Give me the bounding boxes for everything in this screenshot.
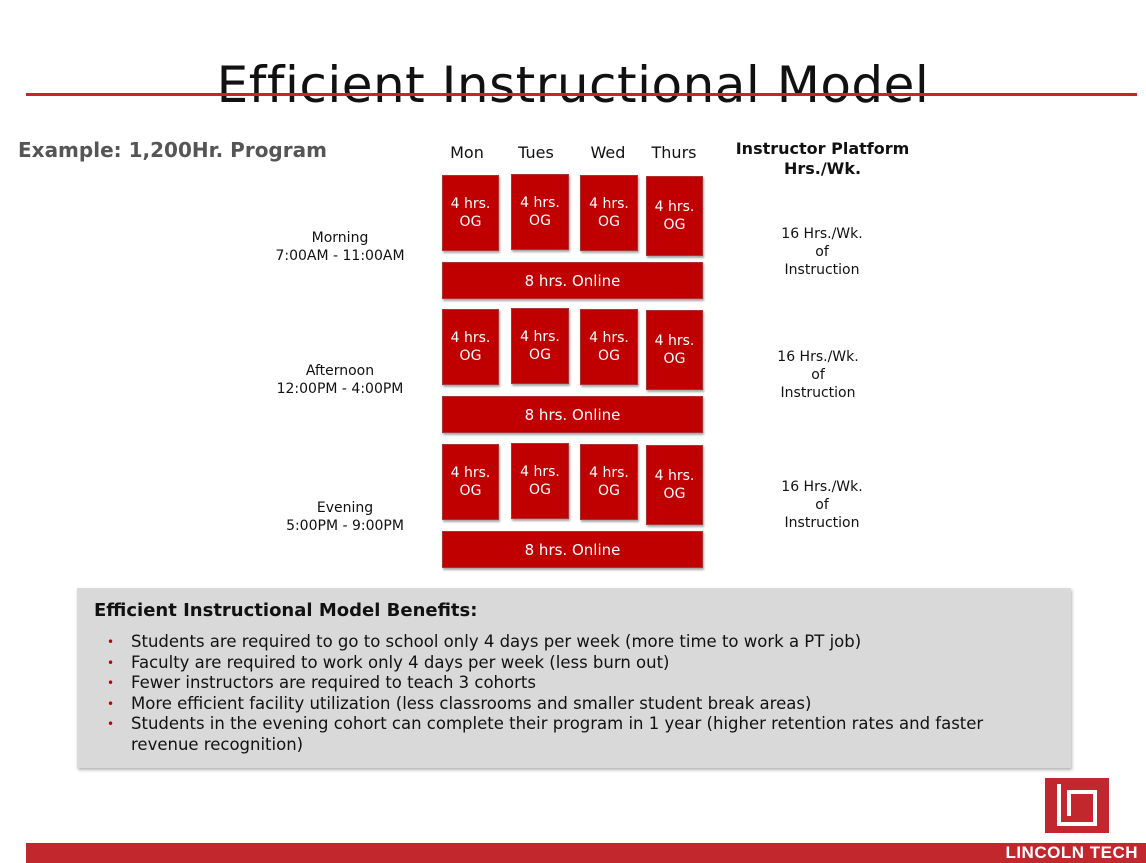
hours-of: of xyxy=(811,367,825,383)
og-hours: 4 hrs. xyxy=(520,329,560,345)
slot-name: Evening xyxy=(316,500,374,516)
slide-title: Efficient Instructional Model xyxy=(216,55,930,114)
time-slot-label: Afternoon 12:00PM - 4:00PM xyxy=(250,362,430,398)
og-label: OG xyxy=(598,214,620,230)
slot-time: 5:00PM - 9:00PM xyxy=(286,518,404,534)
slot-time: 12:00PM - 4:00PM xyxy=(276,381,404,397)
platform-hours: 16 Hrs./Wk. of Instruction xyxy=(758,348,878,402)
header-line-1: Instructor Platform xyxy=(735,139,910,158)
hours-value: 16 Hrs./Wk. xyxy=(781,479,863,495)
og-block: 4 hrs. OG xyxy=(646,176,703,256)
example-label: Example: 1,200Hr. Program xyxy=(18,138,327,162)
og-label: OG xyxy=(598,483,620,499)
hours-instruction: Instruction xyxy=(784,262,860,278)
time-slot-label: Evening 5:00PM - 9:00PM xyxy=(255,499,435,535)
day-header-mon: Mon xyxy=(450,143,484,162)
og-hours: 4 hrs. xyxy=(450,465,491,481)
platform-hours: 16 Hrs./Wk. of Instruction xyxy=(762,225,882,279)
slot-name: Afternoon xyxy=(305,363,375,379)
og-block: 4 hrs. OG xyxy=(442,309,499,385)
og-block: 4 hrs. OG xyxy=(646,445,703,525)
og-block: 4 hrs. OG xyxy=(511,174,569,250)
hours-instruction: Instruction xyxy=(784,515,860,531)
online-block: 8 hrs. Online xyxy=(442,262,703,299)
og-block: 4 hrs. OG xyxy=(580,309,638,385)
online-block: 8 hrs. Online xyxy=(442,396,703,433)
og-label: OG xyxy=(529,213,551,229)
platform-hours: 16 Hrs./Wk. of Instruction xyxy=(762,478,882,532)
hours-instruction: Instruction xyxy=(780,385,856,401)
og-hours: 4 hrs. xyxy=(450,196,491,212)
benefit-item: Students are required to go to school on… xyxy=(107,632,1047,653)
og-hours: 4 hrs. xyxy=(589,465,629,481)
instructor-platform-header: Instructor Platform Hrs./Wk. xyxy=(730,139,915,179)
og-label: OG xyxy=(663,217,686,233)
og-block: 4 hrs. OG xyxy=(646,310,703,390)
lincoln-tech-logo-icon xyxy=(1045,778,1109,833)
day-header-wed: Wed xyxy=(590,143,626,162)
og-label: OG xyxy=(598,348,620,364)
title-divider xyxy=(26,93,1137,96)
og-block: 4 hrs. OG xyxy=(580,444,638,520)
brand-name: LINCOLN TECH xyxy=(1005,843,1138,862)
hours-of: of xyxy=(815,497,829,513)
og-hours: 4 hrs. xyxy=(520,195,560,211)
benefit-item: More efficient facility utilization (les… xyxy=(107,694,1047,715)
og-block: 4 hrs. OG xyxy=(442,444,499,520)
og-hours: 4 hrs. xyxy=(450,330,491,346)
og-label: OG xyxy=(663,351,686,367)
hours-of: of xyxy=(815,244,829,260)
og-hours: 4 hrs. xyxy=(654,199,695,215)
og-hours: 4 hrs. xyxy=(589,196,629,212)
time-slot-label: Morning 7:00AM - 11:00AM xyxy=(250,229,430,265)
benefits-title: Efficient Instructional Model Benefits: xyxy=(94,600,478,621)
benefit-item: Faculty are required to work only 4 days… xyxy=(107,653,1047,674)
og-hours: 4 hrs. xyxy=(654,468,695,484)
benefits-list: Students are required to go to school on… xyxy=(107,632,1047,755)
og-label: OG xyxy=(459,214,482,230)
hours-value: 16 Hrs./Wk. xyxy=(777,349,859,365)
hours-value: 16 Hrs./Wk. xyxy=(781,226,863,242)
og-label: OG xyxy=(663,486,686,502)
day-header-thurs: Thurs xyxy=(651,143,697,162)
day-header-tues: Tues xyxy=(518,143,554,162)
slot-name: Morning xyxy=(311,230,369,246)
benefit-item: Students in the evening cohort can compl… xyxy=(107,714,1047,755)
og-label: OG xyxy=(529,347,551,363)
og-block: 4 hrs. OG xyxy=(511,308,569,384)
og-block: 4 hrs. OG xyxy=(511,443,569,519)
og-hours: 4 hrs. xyxy=(520,464,560,480)
og-label: OG xyxy=(529,482,551,498)
og-label: OG xyxy=(459,483,482,499)
online-block: 8 hrs. Online xyxy=(442,531,703,568)
og-hours: 4 hrs. xyxy=(589,330,629,346)
header-line-2: Hrs./Wk. xyxy=(783,159,862,178)
benefit-item: Fewer instructors are required to teach … xyxy=(107,673,1047,694)
og-block: 4 hrs. OG xyxy=(580,175,638,251)
og-hours: 4 hrs. xyxy=(654,333,695,349)
og-block: 4 hrs. OG xyxy=(442,175,499,251)
og-label: OG xyxy=(459,348,482,364)
slot-time: 7:00AM - 11:00AM xyxy=(275,248,405,264)
benefits-panel: Efficient Instructional Model Benefits: … xyxy=(77,588,1071,768)
footer-bar xyxy=(26,843,1146,863)
